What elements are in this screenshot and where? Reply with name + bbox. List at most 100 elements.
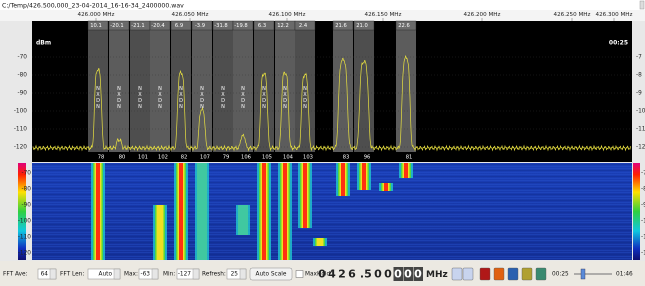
refresh-input-spin[interactable] [240, 269, 246, 279]
noise-row [32, 242, 632, 243]
noise-row [32, 228, 632, 229]
tool-button[interactable] [463, 268, 473, 280]
noise-row [32, 188, 632, 189]
protocol-letter: N [179, 104, 183, 110]
tool-button[interactable] [452, 268, 462, 280]
frequency-digit[interactable]: 5 [364, 268, 372, 281]
y-label-right: -7 [636, 55, 642, 61]
frequency-digit[interactable]: 6 [348, 268, 356, 281]
noise-row [32, 216, 632, 217]
noise-row [32, 186, 632, 187]
y-label-right: -10 [636, 109, 645, 115]
tool-button[interactable] [494, 268, 504, 280]
channel-number: 106 [241, 155, 251, 161]
waterfall [32, 163, 632, 260]
slider-thumb[interactable] [581, 269, 585, 279]
noise-row [32, 164, 632, 165]
noise-row [32, 170, 632, 171]
channel-number: 103 [303, 155, 313, 161]
noise-row [32, 234, 632, 235]
noise-row [32, 192, 632, 193]
noise-row [32, 240, 632, 241]
app-window: C:/Temp/426.500,000_23-04-2014_16-16-34_… [0, 0, 645, 286]
noise-row [32, 210, 632, 211]
freq-label: 426.050 MHz [172, 12, 209, 18]
noise-row [32, 184, 632, 185]
channel-number: 101 [138, 155, 148, 161]
y-label: -100 [14, 109, 27, 115]
y-label-right: -11 [636, 127, 645, 133]
signal-peak [283, 163, 287, 260]
wf-y-label-right: -9 [641, 203, 645, 209]
channel-level: -3.9 [195, 23, 205, 29]
channel-number: 102 [158, 155, 168, 161]
channel-level: 2.4 [299, 23, 308, 29]
y-label: -110 [14, 127, 27, 133]
protocol-letter: N [241, 104, 245, 110]
close-stub[interactable] [640, 1, 644, 9]
wf-y-label: -90 [22, 203, 32, 209]
channel-band [396, 21, 416, 152]
signal-peak [303, 163, 307, 228]
auto-scale-label: Auto Scale [256, 272, 287, 278]
noise-row [32, 252, 632, 253]
frequency-digit[interactable]: 0 [394, 268, 402, 281]
y-label-right: -9 [636, 91, 642, 97]
frequency-digit[interactable]: 0 [318, 268, 326, 281]
channel-number: 105 [262, 155, 272, 161]
frequency-digit[interactable]: 0 [374, 268, 382, 281]
protocol-letter: N [200, 104, 204, 110]
wf-y-label-right: -11 [641, 235, 645, 241]
signal-core [157, 205, 164, 260]
channel-level: -19.8 [234, 23, 247, 29]
signal-peak [96, 163, 100, 260]
noise-row [32, 168, 632, 169]
channel-level: 10.1 [90, 23, 102, 29]
wf-y-label-right: -7 [641, 171, 645, 177]
y-label-right: -12 [636, 145, 645, 151]
y-label: -70 [18, 55, 28, 61]
frequency-digit[interactable]: 0 [404, 268, 412, 281]
tool-button[interactable] [480, 268, 490, 280]
refresh-input-value: 25 [231, 272, 239, 278]
frequency-digit[interactable]: 0 [384, 268, 392, 281]
fft-ave-input-spin[interactable] [50, 269, 56, 279]
channel-band [333, 21, 353, 152]
noise-row [32, 194, 632, 195]
tool-button[interactable] [508, 268, 518, 280]
noise-row [32, 196, 632, 197]
protocol-letter: N [221, 104, 225, 110]
tool-button[interactable] [522, 268, 532, 280]
noise-row [32, 230, 632, 231]
noise-row [32, 250, 632, 251]
y-label: -80 [18, 73, 28, 79]
wf-y-label: -120 [18, 251, 31, 257]
y-label-right: -8 [636, 73, 642, 79]
freq-label: 426.250 MHz [554, 12, 591, 18]
y-label: -120 [14, 145, 27, 151]
colorbar-left [18, 163, 26, 260]
maxhold-checkbox[interactable] [296, 271, 303, 278]
noise-row [32, 208, 632, 209]
noise-row [32, 200, 632, 201]
wf-y-label: -80 [22, 187, 32, 193]
frequency-digit[interactable]: 2 [338, 268, 346, 281]
noise-row [32, 222, 632, 223]
channel-protocol: NXDN [200, 86, 204, 110]
channel-number: 83 [343, 155, 350, 161]
min-input-spin[interactable] [193, 269, 199, 279]
signal-mid [197, 163, 207, 260]
signal-peak [404, 163, 408, 178]
fft-len-select-spin[interactable] [114, 269, 120, 279]
noise-row [32, 198, 632, 199]
protocol-letter: N [262, 104, 266, 110]
wf-y-label-right: -10 [641, 219, 645, 225]
tool-button[interactable] [536, 268, 546, 280]
max-input-spin[interactable] [152, 269, 158, 279]
signal-core [317, 238, 324, 246]
noise-row [32, 224, 632, 225]
frequency-digit[interactable]: 4 [328, 268, 336, 281]
frequency-digit[interactable]: 0 [414, 268, 422, 281]
page: {"window": {"title": "C:/Temp/426.500,00… [0, 0, 645, 286]
